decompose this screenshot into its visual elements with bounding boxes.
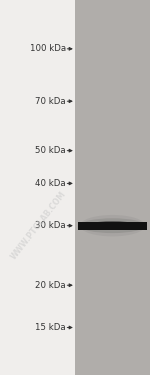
Ellipse shape xyxy=(80,215,145,236)
Text: 15 kDa: 15 kDa xyxy=(35,323,66,332)
Text: WWW.PTGLAB.COM: WWW.PTGLAB.COM xyxy=(10,189,68,261)
Bar xyxy=(78,222,147,230)
Ellipse shape xyxy=(80,218,145,233)
Ellipse shape xyxy=(78,222,147,230)
Text: 100 kDa: 100 kDa xyxy=(30,44,66,53)
Text: 20 kDa: 20 kDa xyxy=(35,281,66,290)
Text: 40 kDa: 40 kDa xyxy=(35,179,66,188)
Bar xyxy=(75,0,150,375)
Text: 50 kDa: 50 kDa xyxy=(35,146,66,155)
Text: 30 kDa: 30 kDa xyxy=(35,221,66,230)
Text: 70 kDa: 70 kDa xyxy=(35,97,66,106)
